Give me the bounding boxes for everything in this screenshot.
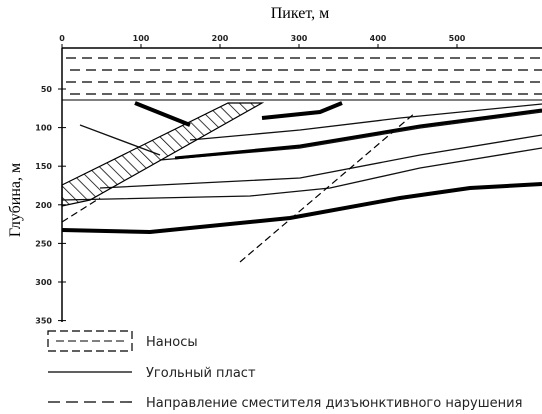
plot-frame	[62, 48, 542, 322]
y-tick-label: 250	[35, 239, 52, 248]
fault-zone	[62, 103, 262, 206]
legend-label: Наносы	[146, 335, 198, 350]
x-tick-label: 500	[449, 34, 466, 43]
legend-label: Направление сместителя дизъюнктивного на…	[146, 396, 522, 411]
alluvium	[62, 58, 542, 100]
y-tick-label: 50	[41, 85, 53, 94]
y-axis-title: Глубина, м	[7, 163, 24, 237]
y-tick-label: 300	[35, 278, 52, 287]
x-tick-label: 200	[212, 34, 229, 43]
y-tick-label: 200	[35, 201, 52, 210]
x-tick-label: 0	[59, 34, 65, 43]
x-axis-title: Пикет, м	[271, 5, 330, 22]
x-tick-label: 400	[370, 34, 387, 43]
legend-label: Угольный пласт	[146, 366, 256, 381]
y-tick-label: 150	[35, 162, 52, 171]
x-tick-label: 300	[291, 34, 308, 43]
x-tick-label: 100	[133, 34, 150, 43]
y-tick-label: 100	[35, 124, 52, 133]
legend: Наносы Угольный пласт Направление смести…	[48, 331, 522, 411]
cross-section: Пикет, м Глубина, м 0 100 200 300 400 500 50 10…	[0, 0, 542, 414]
y-tick-label: 350	[35, 317, 52, 326]
